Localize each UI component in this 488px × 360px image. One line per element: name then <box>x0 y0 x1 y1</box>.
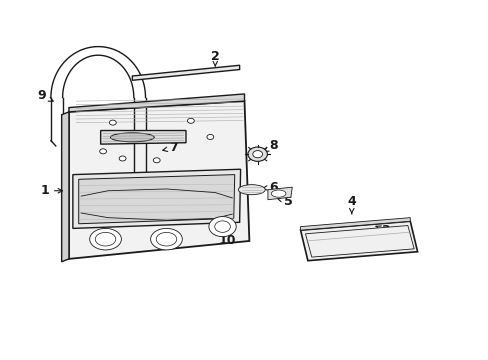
Polygon shape <box>73 169 240 228</box>
Ellipse shape <box>271 190 285 197</box>
Circle shape <box>247 147 267 161</box>
Text: 6: 6 <box>262 181 278 194</box>
Text: 7: 7 <box>163 141 178 154</box>
Polygon shape <box>69 94 244 112</box>
Circle shape <box>206 134 213 139</box>
Ellipse shape <box>238 185 264 195</box>
Circle shape <box>119 156 126 161</box>
Polygon shape <box>305 226 413 257</box>
Polygon shape <box>61 112 69 262</box>
Polygon shape <box>101 131 185 144</box>
Ellipse shape <box>95 232 116 246</box>
Circle shape <box>153 158 160 163</box>
Ellipse shape <box>89 228 121 250</box>
Polygon shape <box>132 65 239 80</box>
Circle shape <box>100 149 106 154</box>
Text: 5: 5 <box>277 195 292 208</box>
Circle shape <box>109 120 116 125</box>
Text: 3: 3 <box>375 224 389 237</box>
Circle shape <box>187 118 194 123</box>
Polygon shape <box>267 187 292 200</box>
Polygon shape <box>79 175 234 224</box>
Polygon shape <box>69 101 249 259</box>
Circle shape <box>214 221 230 232</box>
Circle shape <box>208 217 236 237</box>
Ellipse shape <box>156 232 176 246</box>
Ellipse shape <box>110 133 154 142</box>
Text: 9: 9 <box>38 89 53 102</box>
Ellipse shape <box>150 228 182 250</box>
Polygon shape <box>300 218 409 230</box>
Circle shape <box>252 150 262 158</box>
Text: 2: 2 <box>210 50 219 66</box>
Text: 10: 10 <box>218 231 236 247</box>
Text: 1: 1 <box>40 184 62 197</box>
Text: 8: 8 <box>264 139 278 152</box>
Text: 4: 4 <box>346 195 355 213</box>
Polygon shape <box>300 221 417 261</box>
